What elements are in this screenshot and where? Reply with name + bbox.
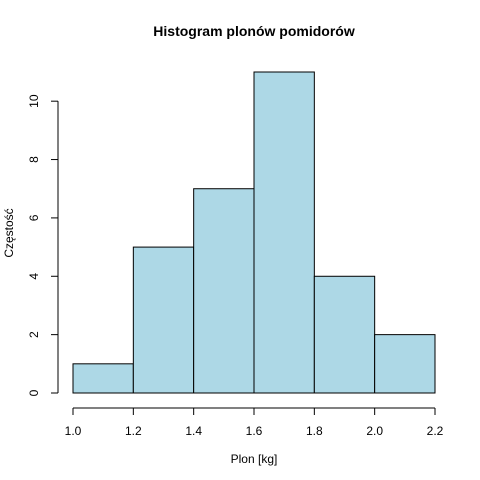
histogram-bar-2 (132, 246, 195, 394)
y-tick-label: 0 (27, 389, 41, 396)
y-tick-label: 4 (27, 273, 41, 280)
x-axis: 1.0 1.2 1.4 1.6 1.8 2.0 2.2 (65, 407, 444, 438)
x-tick-label: 2.2 (427, 424, 444, 438)
x-tick-label: 1.2 (125, 424, 142, 438)
x-tick-label: 2.0 (366, 424, 383, 438)
y-tick-label: 2 (27, 331, 41, 338)
histogram-bar-3 (193, 188, 255, 394)
histogram-bar-6 (374, 334, 436, 394)
y-axis: 0 2 4 6 8 10 (27, 94, 59, 396)
x-axis-label: Plon [kg] (231, 452, 278, 466)
x-tick-label: 1.4 (185, 424, 202, 438)
x-tick-label: 1.0 (65, 424, 82, 438)
bars-group (72, 71, 436, 394)
y-tick-label: 10 (27, 94, 41, 108)
histogram-bar-4 (253, 71, 315, 394)
histogram-bar-5 (313, 275, 376, 394)
y-tick-label: 8 (27, 156, 41, 163)
y-axis-label: Częstość (2, 208, 16, 257)
y-tick-label: 6 (27, 214, 41, 221)
x-tick-label: 1.6 (246, 424, 263, 438)
x-tick-label: 1.8 (306, 424, 323, 438)
histogram-bar-1 (72, 363, 134, 394)
chart-title: Histogram plonów pomidorów (153, 23, 355, 39)
